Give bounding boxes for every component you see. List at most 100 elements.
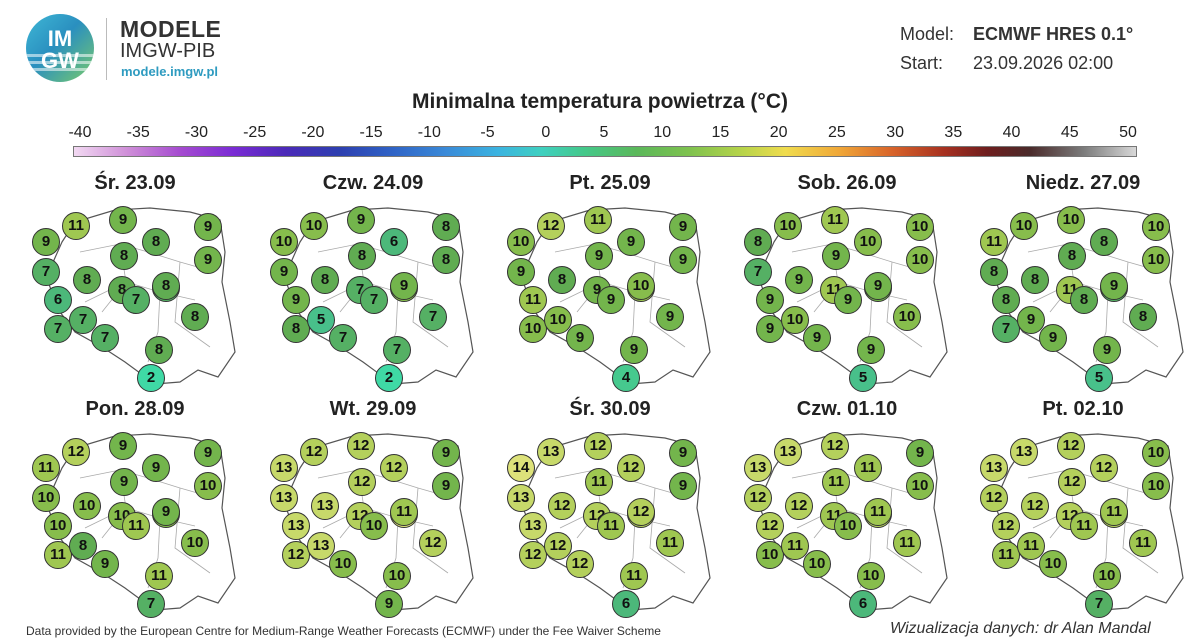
temperature-marker: 10 [1093, 562, 1121, 590]
temperature-marker: 9 [585, 242, 613, 270]
temperature-marker: 8 [282, 315, 310, 343]
temperature-marker: 10 [857, 562, 885, 590]
map-title: Minimalna temperatura powietrza (°C) [412, 90, 788, 113]
temperature-marker: 7 [91, 324, 119, 352]
temperature-marker: 12 [992, 512, 1020, 540]
temperature-marker: 6 [849, 590, 877, 618]
temperature-marker: 8 [1058, 242, 1086, 270]
temperature-marker: 7 [383, 336, 411, 364]
temperature-marker: 12 [1057, 432, 1085, 460]
temperature-marker: 9 [756, 315, 784, 343]
temperature-marker: 10 [1142, 439, 1170, 467]
temperature-marker: 10 [1057, 206, 1085, 234]
temperature-marker: 9 [347, 206, 375, 234]
colorbar-tick: 35 [944, 124, 963, 141]
temperature-marker: 12 [566, 550, 594, 578]
temperature-marker: 10 [774, 212, 802, 240]
temperature-marker: 7 [32, 258, 60, 286]
temperature-marker: 9 [834, 286, 862, 314]
temperature-marker: 8 [1021, 266, 1049, 294]
temperature-marker: 9 [110, 468, 138, 496]
temperature-marker: 13 [519, 512, 547, 540]
temperature-marker: 9 [91, 550, 119, 578]
temperature-marker: 10 [44, 512, 72, 540]
temperature-marker: 11 [854, 454, 882, 482]
temperature-marker: 12 [1021, 492, 1049, 520]
logo-text-bottom: GW [41, 48, 79, 73]
temperature-marker: 12 [1090, 454, 1118, 482]
temperature-marker: 5 [1085, 364, 1113, 392]
temperature-marker: 11 [62, 212, 90, 240]
temperature-marker: 8 [548, 266, 576, 294]
temperature-marker: 2 [137, 364, 165, 392]
brand-url-link[interactable]: modele.imgw.pl [121, 64, 219, 79]
temperature-marker: 11 [145, 562, 173, 590]
colorbar-tick: 30 [886, 124, 904, 141]
temperature-marker: 9 [375, 590, 403, 618]
colorbar-tick: -35 [126, 124, 150, 141]
temperature-marker: 9 [669, 472, 697, 500]
colorbar-tick: -30 [184, 124, 208, 141]
temperature-marker: 12 [380, 454, 408, 482]
temperature-marker: 9 [756, 286, 784, 314]
temperature-marker: 9 [620, 336, 648, 364]
temperature-marker: 13 [270, 484, 298, 512]
temperature-marker: 8 [432, 213, 460, 241]
colorbar-tick: 45 [1060, 124, 1079, 141]
temperature-marker: 7 [44, 315, 72, 343]
temperature-marker: 11 [585, 468, 613, 496]
temperature-marker: 9 [785, 266, 813, 294]
temperature-marker: 13 [1010, 438, 1038, 466]
temperature-marker: 10 [1010, 212, 1038, 240]
temperature-marker: 10 [300, 212, 328, 240]
colorbar-tick: 5 [599, 124, 609, 141]
temperature-marker: 10 [756, 541, 784, 569]
daily-map-panel: Wt. 29.091312129131212913131214121310111… [268, 398, 478, 618]
temperature-marker: 9 [803, 324, 831, 352]
colorbar-tick: 10 [653, 124, 672, 141]
temperature-marker: 12 [347, 432, 375, 460]
temperature-marker: 12 [519, 541, 547, 569]
panel-date-title: Czw. 24.09 [322, 172, 424, 194]
temperature-marker: 8 [992, 286, 1020, 314]
panel-date-title: Pt. 25.09 [569, 172, 651, 194]
temperature-marker: 9 [142, 454, 170, 482]
temperature-marker: 9 [669, 246, 697, 274]
temperature-marker: 12 [282, 541, 310, 569]
temperature-marker: 12 [62, 438, 90, 466]
temperature-marker: 7 [992, 315, 1020, 343]
logo-divider [106, 18, 107, 80]
temperature-marker: 10 [519, 315, 547, 343]
temperature-marker: 11 [584, 206, 612, 234]
daily-map-panel: Pon. 28.09111299109910101010101181191091… [30, 398, 240, 618]
temperature-marker: 12 [756, 512, 784, 540]
temperature-marker: 9 [597, 286, 625, 314]
temperature-marker: 12 [1058, 468, 1086, 496]
temperature-marker: 8 [73, 266, 101, 294]
temperature-marker: 2 [375, 364, 403, 392]
temperature-marker: 7 [360, 286, 388, 314]
temperature-marker: 9 [864, 272, 892, 300]
temperature-marker: 11 [980, 228, 1008, 256]
temperature-marker: 7 [1085, 590, 1113, 618]
temperature-marker: 9 [656, 303, 684, 331]
temperature-marker: 13 [980, 454, 1008, 482]
daily-map-panel: Czw. 24.0910109898689871085797772 [268, 172, 478, 392]
colorbar-tick: -40 [68, 124, 92, 141]
temperature-marker: 8 [1129, 303, 1157, 331]
temperature-marker: 11 [32, 454, 60, 482]
temperature-marker: 11 [519, 286, 547, 314]
temperature-marker: 7 [744, 258, 772, 286]
temperature-marker: 12 [627, 498, 655, 526]
model-label: Model: [900, 24, 955, 44]
temperature-marker: 10 [1039, 550, 1067, 578]
data-credit: Data provided by the European Centre for… [26, 624, 661, 638]
temperature-marker: 9 [822, 242, 850, 270]
start-value: 23.09.2026 02:00 [973, 53, 1114, 73]
temperature-marker: 10 [893, 303, 921, 331]
temperature-marker: 7 [122, 286, 150, 314]
model-value: ECMWF HRES 0.1° [973, 24, 1134, 44]
temperature-marker: 9 [1100, 272, 1128, 300]
panel-date-title: Czw. 01.10 [796, 398, 898, 420]
temperature-marker: 10 [181, 529, 209, 557]
